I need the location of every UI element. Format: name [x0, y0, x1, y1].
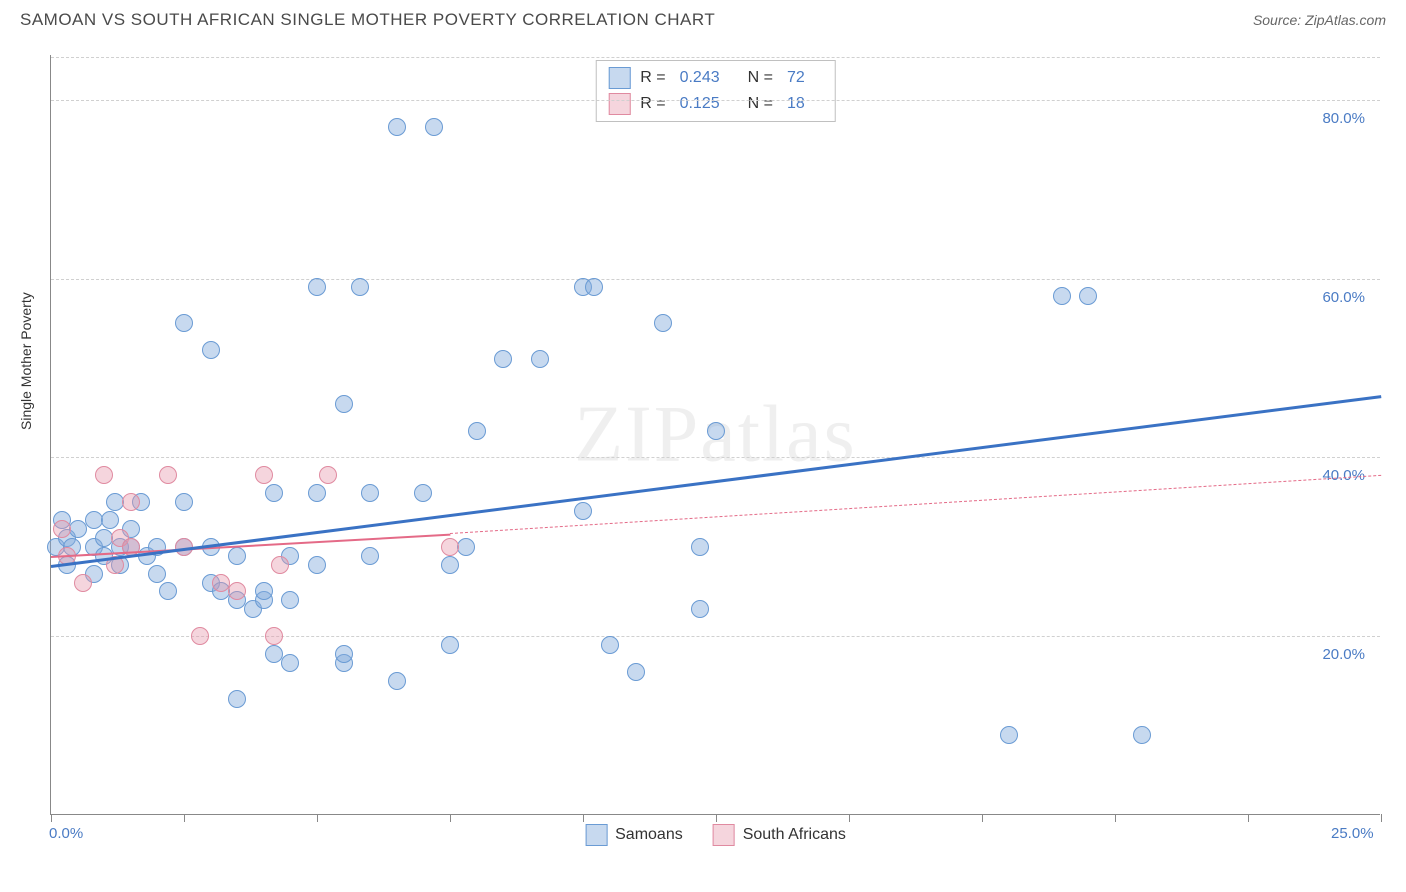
- chart-title: SAMOAN VS SOUTH AFRICAN SINGLE MOTHER PO…: [20, 10, 715, 30]
- data-point: [308, 484, 326, 502]
- data-point: [122, 493, 140, 511]
- data-point: [101, 511, 119, 529]
- data-point: [654, 314, 672, 332]
- data-point: [457, 538, 475, 556]
- data-point: [707, 422, 725, 440]
- data-point: [574, 502, 592, 520]
- x-tick: [450, 814, 451, 822]
- data-point: [175, 314, 193, 332]
- data-point: [388, 672, 406, 690]
- data-point: [74, 574, 92, 592]
- data-point: [53, 520, 71, 538]
- data-point: [202, 341, 220, 359]
- data-point: [441, 636, 459, 654]
- data-point: [335, 395, 353, 413]
- correlation-stats-box: R = 0.243 N = 72 R = 0.125 N = 18: [595, 60, 836, 122]
- data-point: [494, 350, 512, 368]
- data-point: [159, 466, 177, 484]
- legend-item-south-africans: South Africans: [713, 824, 846, 846]
- data-point: [228, 547, 246, 565]
- data-point: [1053, 287, 1071, 305]
- data-point: [281, 654, 299, 672]
- data-point: [1133, 726, 1151, 744]
- data-point: [69, 520, 87, 538]
- x-tick: [716, 814, 717, 822]
- source-attribution: Source: ZipAtlas.com: [1253, 12, 1386, 28]
- data-point: [351, 278, 369, 296]
- data-point: [414, 484, 432, 502]
- y-tick-label: 80.0%: [1322, 110, 1365, 127]
- data-point: [319, 466, 337, 484]
- data-point: [468, 422, 486, 440]
- data-point: [441, 556, 459, 574]
- gridline: [51, 636, 1380, 637]
- x-tick: [1248, 814, 1249, 822]
- x-tick: [184, 814, 185, 822]
- data-point: [265, 484, 283, 502]
- x-tick: [1115, 814, 1116, 822]
- y-axis-label: Single Mother Poverty: [18, 292, 34, 430]
- data-point: [159, 582, 177, 600]
- gridline: [51, 100, 1380, 101]
- legend-swatch-south-africans: [713, 824, 735, 846]
- legend-swatch-samoans: [585, 824, 607, 846]
- gridline: [51, 57, 1380, 58]
- data-point: [228, 690, 246, 708]
- data-point: [95, 466, 113, 484]
- data-point: [281, 591, 299, 609]
- gridline: [51, 279, 1380, 280]
- data-point: [691, 538, 709, 556]
- data-point: [271, 556, 289, 574]
- data-point: [265, 627, 283, 645]
- legend-item-samoans: Samoans: [585, 824, 683, 846]
- data-point: [1079, 287, 1097, 305]
- data-point: [441, 538, 459, 556]
- x-tick: [583, 814, 584, 822]
- data-point: [388, 118, 406, 136]
- data-point: [228, 582, 246, 600]
- x-tick-label: 0.0%: [49, 825, 83, 842]
- gridline: [51, 457, 1380, 458]
- data-point: [175, 493, 193, 511]
- data-point: [627, 663, 645, 681]
- data-point: [255, 466, 273, 484]
- series-legend: Samoans South Africans: [585, 824, 846, 846]
- data-point: [425, 118, 443, 136]
- data-point: [255, 582, 273, 600]
- data-point: [335, 645, 353, 663]
- x-tick: [982, 814, 983, 822]
- data-point: [691, 600, 709, 618]
- scatter-chart: ZIPatlas R = 0.243 N = 72 R = 0.125 N = …: [50, 55, 1380, 815]
- data-point: [308, 278, 326, 296]
- x-tick: [317, 814, 318, 822]
- x-tick-label: 25.0%: [1331, 825, 1374, 842]
- stats-row-south-africans: R = 0.125 N = 18: [608, 91, 823, 117]
- swatch-south-africans: [608, 93, 630, 115]
- data-point: [1000, 726, 1018, 744]
- data-point: [191, 627, 209, 645]
- data-point: [585, 278, 603, 296]
- data-point: [308, 556, 326, 574]
- stats-row-samoans: R = 0.243 N = 72: [608, 65, 823, 91]
- y-tick-label: 60.0%: [1322, 289, 1365, 306]
- data-point: [148, 565, 166, 583]
- data-point: [361, 484, 379, 502]
- y-tick-label: 20.0%: [1322, 646, 1365, 663]
- swatch-samoans: [608, 67, 630, 89]
- x-tick: [849, 814, 850, 822]
- data-point: [361, 547, 379, 565]
- data-point: [601, 636, 619, 654]
- x-tick: [1381, 814, 1382, 822]
- data-point: [531, 350, 549, 368]
- x-tick: [51, 814, 52, 822]
